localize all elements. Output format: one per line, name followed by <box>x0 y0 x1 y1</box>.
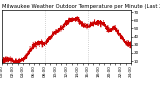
Text: Milwaukee Weather Outdoor Temperature per Minute (Last 24 Hours): Milwaukee Weather Outdoor Temperature pe… <box>2 4 160 9</box>
